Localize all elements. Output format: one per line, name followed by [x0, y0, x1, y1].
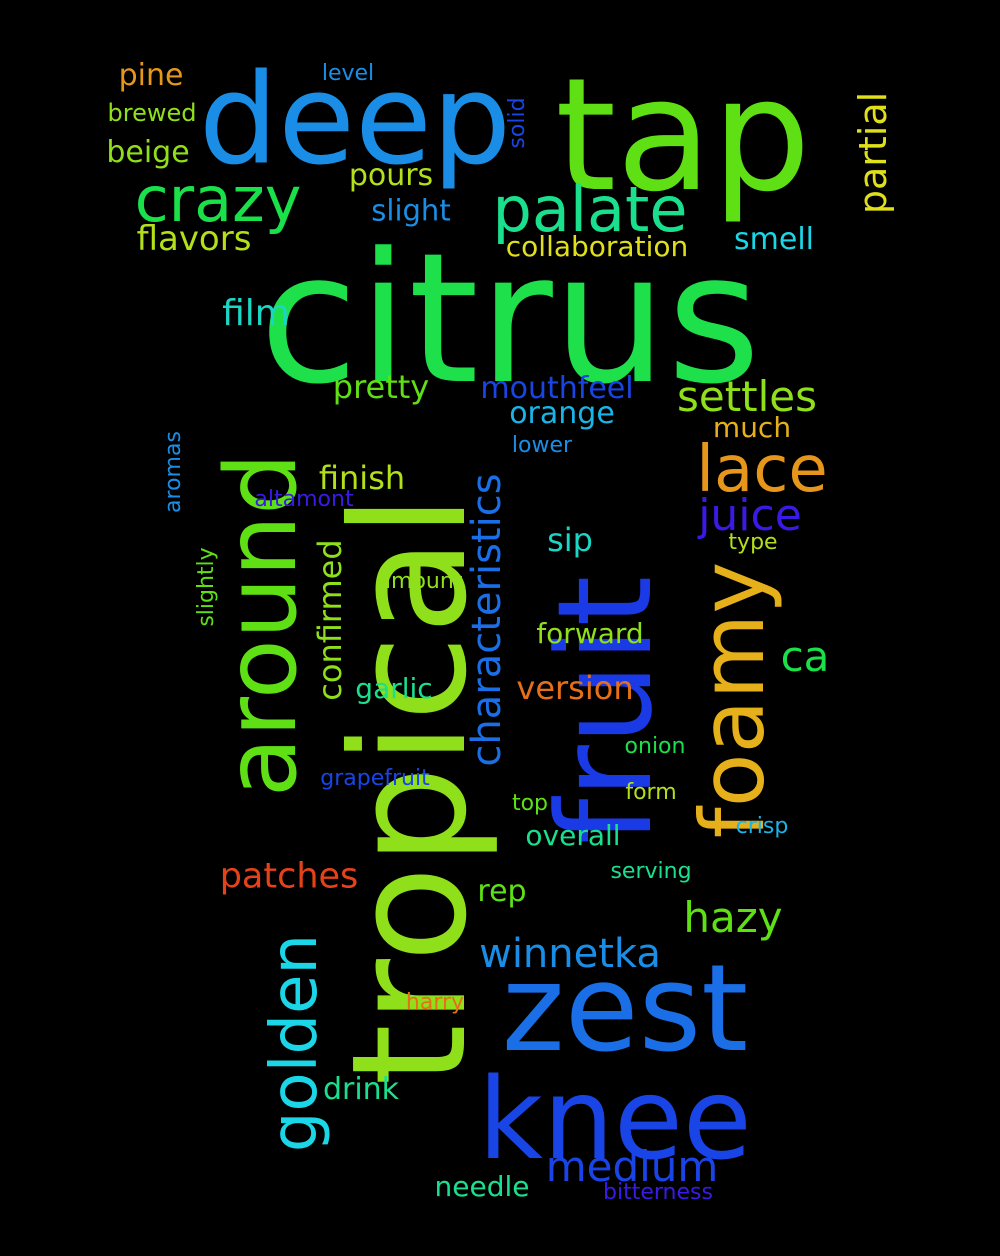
word-winnetka: winnetka [479, 931, 661, 977]
word-overall: overall [525, 819, 621, 852]
word-pours: pours [348, 158, 434, 193]
word-garlic: garlic [355, 672, 433, 705]
word-slightly: slightly [194, 547, 219, 627]
word-patches: patches [219, 856, 359, 897]
word-mouthfeel: mouthfeel [480, 371, 634, 406]
word-hazy: hazy [683, 893, 783, 942]
word-knee: knee [478, 1055, 752, 1185]
word-harry: harry [405, 990, 465, 1015]
word-characteristics: characteristics [464, 473, 510, 767]
word-pretty: pretty [332, 368, 430, 406]
word-beige: beige [106, 135, 190, 170]
word-level: level [321, 61, 375, 86]
word-amount: amount [377, 569, 463, 594]
word-juice: juice [698, 490, 802, 541]
word-flavors: flavors [136, 219, 252, 259]
word-form: form [625, 780, 677, 805]
word-serving: serving [610, 859, 692, 884]
word-collaboration: collaboration [505, 230, 689, 263]
word-version: version [516, 669, 634, 707]
word-top: top [511, 791, 549, 816]
word-medium: medium [545, 1142, 719, 1191]
word-forward: forward [536, 617, 644, 650]
word-film: film [222, 293, 290, 334]
word-slight: slight [371, 193, 451, 228]
word-lower: lower [511, 433, 573, 458]
word-onion: onion [624, 734, 686, 759]
word-zest: zest [501, 940, 749, 1079]
word-altamont: altamont [254, 487, 354, 512]
word-deep: deep [198, 47, 512, 193]
word-foamy: foamy [681, 561, 784, 839]
word-lace: lace [696, 433, 828, 507]
word-crazy: crazy [134, 163, 302, 236]
word-aromas: aromas [161, 431, 186, 513]
word-ca: ca [780, 632, 830, 681]
word-solid: solid [505, 97, 530, 149]
word-palate: palate [492, 173, 688, 246]
word-brewed: brewed [107, 99, 197, 127]
word-needle: needle [434, 1170, 530, 1203]
word-pine: pine [118, 58, 184, 93]
word-type: type [728, 530, 778, 555]
word-crisp: crisp [735, 814, 789, 839]
word-drink: drink [322, 1072, 400, 1107]
word-finish: finish [318, 459, 406, 497]
word-confirmed: confirmed [311, 539, 349, 701]
word-sip: sip [547, 521, 593, 559]
word-grapefruit: grapefruit [320, 766, 430, 791]
word-rep: rep [477, 874, 527, 909]
word-partial: partial [851, 91, 895, 215]
word-smell: smell [734, 222, 814, 257]
word-tap: tap [555, 44, 811, 226]
word-settles: settles [676, 372, 818, 421]
word-much: much [712, 411, 792, 444]
word-golden: golden [258, 933, 332, 1153]
word-orange: orange [509, 396, 615, 431]
word-citrus: citrus [259, 215, 761, 424]
word-bitterness: bitterness [603, 1180, 713, 1205]
